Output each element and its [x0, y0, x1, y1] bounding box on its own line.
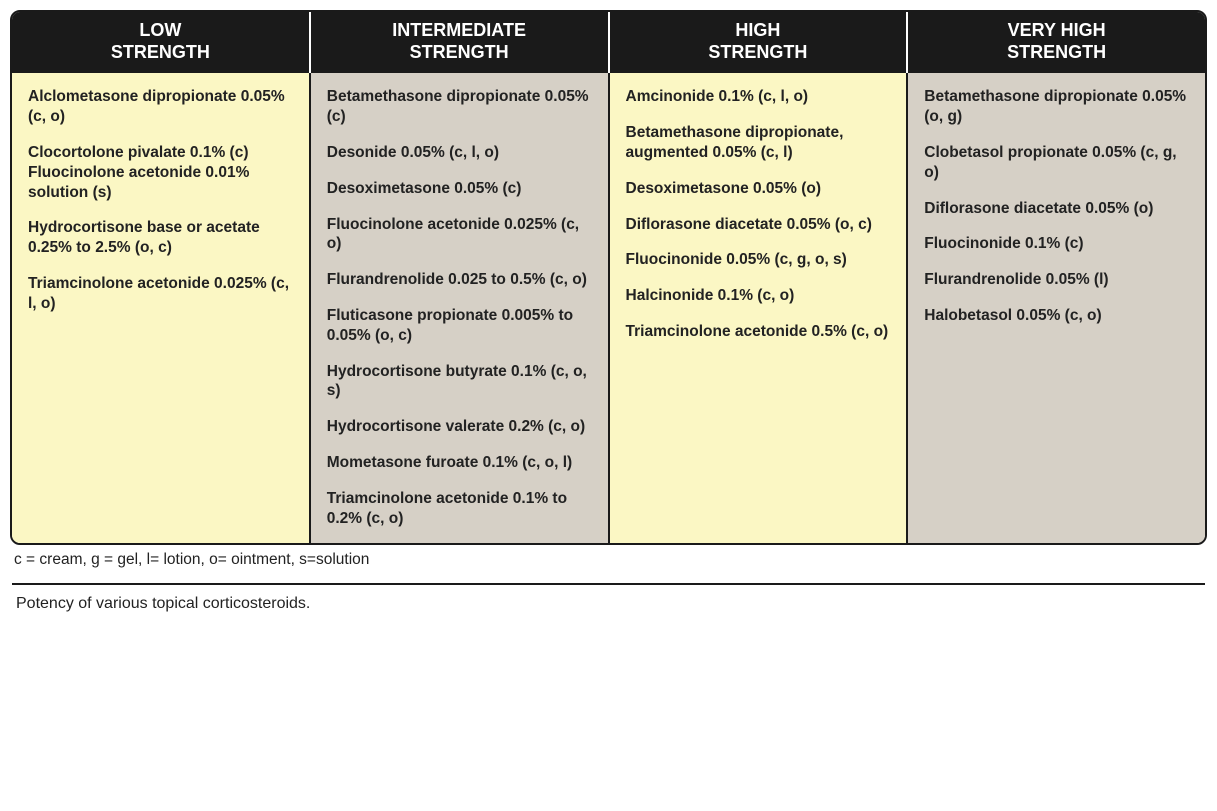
drug-item: Clobetasol propionate 0.05% (c, g, o) [924, 143, 1189, 183]
corticosteroid-potency-table: LOW STRENGTH INTERMEDIATE STRENGTH HIGH … [10, 10, 1207, 545]
drug-item: Fluocinolone acetonide 0.025% (c, o) [327, 215, 592, 255]
header-line2: STRENGTH [1007, 42, 1106, 62]
drug-item: Alclometasone dipropionate 0.05% (c, o) [28, 87, 293, 127]
header-line2: STRENGTH [410, 42, 509, 62]
drug-item: Triamcinolone acetonide 0.5% (c, o) [626, 322, 891, 342]
column-body-very-high: Betamethasone dipropionate 0.05% (o, g) … [908, 73, 1205, 542]
drug-item: Betamethasone dipropionate 0.05% (c) [327, 87, 592, 127]
header-line1: VERY HIGH [1008, 20, 1106, 40]
drug-item: Hydrocortisone valerate 0.2% (c, o) [327, 417, 592, 437]
header-line1: HIGH [735, 20, 780, 40]
drug-item: Halcinonide 0.1% (c, o) [626, 286, 891, 306]
header-line1: LOW [139, 20, 181, 40]
drug-item: Desoximetasone 0.05% (c) [327, 179, 592, 199]
drug-item: Fluocinonide 0.05% (c, g, o, s) [626, 250, 891, 270]
drug-item: Fluticasone propionate 0.005% to 0.05% (… [327, 306, 592, 346]
column-body-intermediate: Betamethasone dipropionate 0.05% (c) Des… [311, 73, 610, 542]
header-line2: STRENGTH [111, 42, 210, 62]
drug-item: Flurandrenolide 0.025 to 0.5% (c, o) [327, 270, 592, 290]
column-header-very-high: VERY HIGH STRENGTH [908, 12, 1205, 73]
table-caption: Potency of various topical corticosteroi… [10, 585, 1207, 617]
drug-item: Betamethasone dipropionate, augmented 0.… [626, 123, 891, 163]
drug-item: Desoximetasone 0.05% (o) [626, 179, 891, 199]
drug-item: Betamethasone dipropionate 0.05% (o, g) [924, 87, 1189, 127]
header-line2: STRENGTH [708, 42, 807, 62]
table-header-row: LOW STRENGTH INTERMEDIATE STRENGTH HIGH … [12, 12, 1205, 73]
column-body-low: Alclometasone dipropionate 0.05% (c, o) … [12, 73, 311, 542]
column-header-intermediate: INTERMEDIATE STRENGTH [311, 12, 610, 73]
drug-item: Hydrocortisone butyrate 0.1% (c, o, s) [327, 362, 592, 402]
drug-item: Desonide 0.05% (c, l, o) [327, 143, 592, 163]
drug-item: Clocortolone pivalate 0.1% (c) Fluocinol… [28, 143, 293, 202]
drug-item: Flurandrenolide 0.05% (l) [924, 270, 1189, 290]
drug-item: Mometasone furoate 0.1% (c, o, l) [327, 453, 592, 473]
drug-item: Triamcinolone acetonide 0.025% (c, l, o) [28, 274, 293, 314]
header-line1: INTERMEDIATE [392, 20, 526, 40]
drug-item: Hydrocortisone base or acetate 0.25% to … [28, 218, 293, 258]
table-body-row: Alclometasone dipropionate 0.05% (c, o) … [12, 73, 1205, 542]
drug-item: Fluocinonide 0.1% (c) [924, 234, 1189, 254]
column-header-low: LOW STRENGTH [12, 12, 311, 73]
column-body-high: Amcinonide 0.1% (c, l, o) Betamethasone … [610, 73, 909, 542]
column-header-high: HIGH STRENGTH [610, 12, 909, 73]
drug-item: Diflorasone diacetate 0.05% (o) [924, 199, 1189, 219]
drug-item: Diflorasone diacetate 0.05% (o, c) [626, 215, 891, 235]
drug-item: Halobetasol 0.05% (c, o) [924, 306, 1189, 326]
drug-item: Amcinonide 0.1% (c, l, o) [626, 87, 891, 107]
drug-item: Triamcinolone acetonide 0.1% to 0.2% (c,… [327, 489, 592, 529]
legend-text: c = cream, g = gel, l= lotion, o= ointme… [10, 545, 1207, 573]
